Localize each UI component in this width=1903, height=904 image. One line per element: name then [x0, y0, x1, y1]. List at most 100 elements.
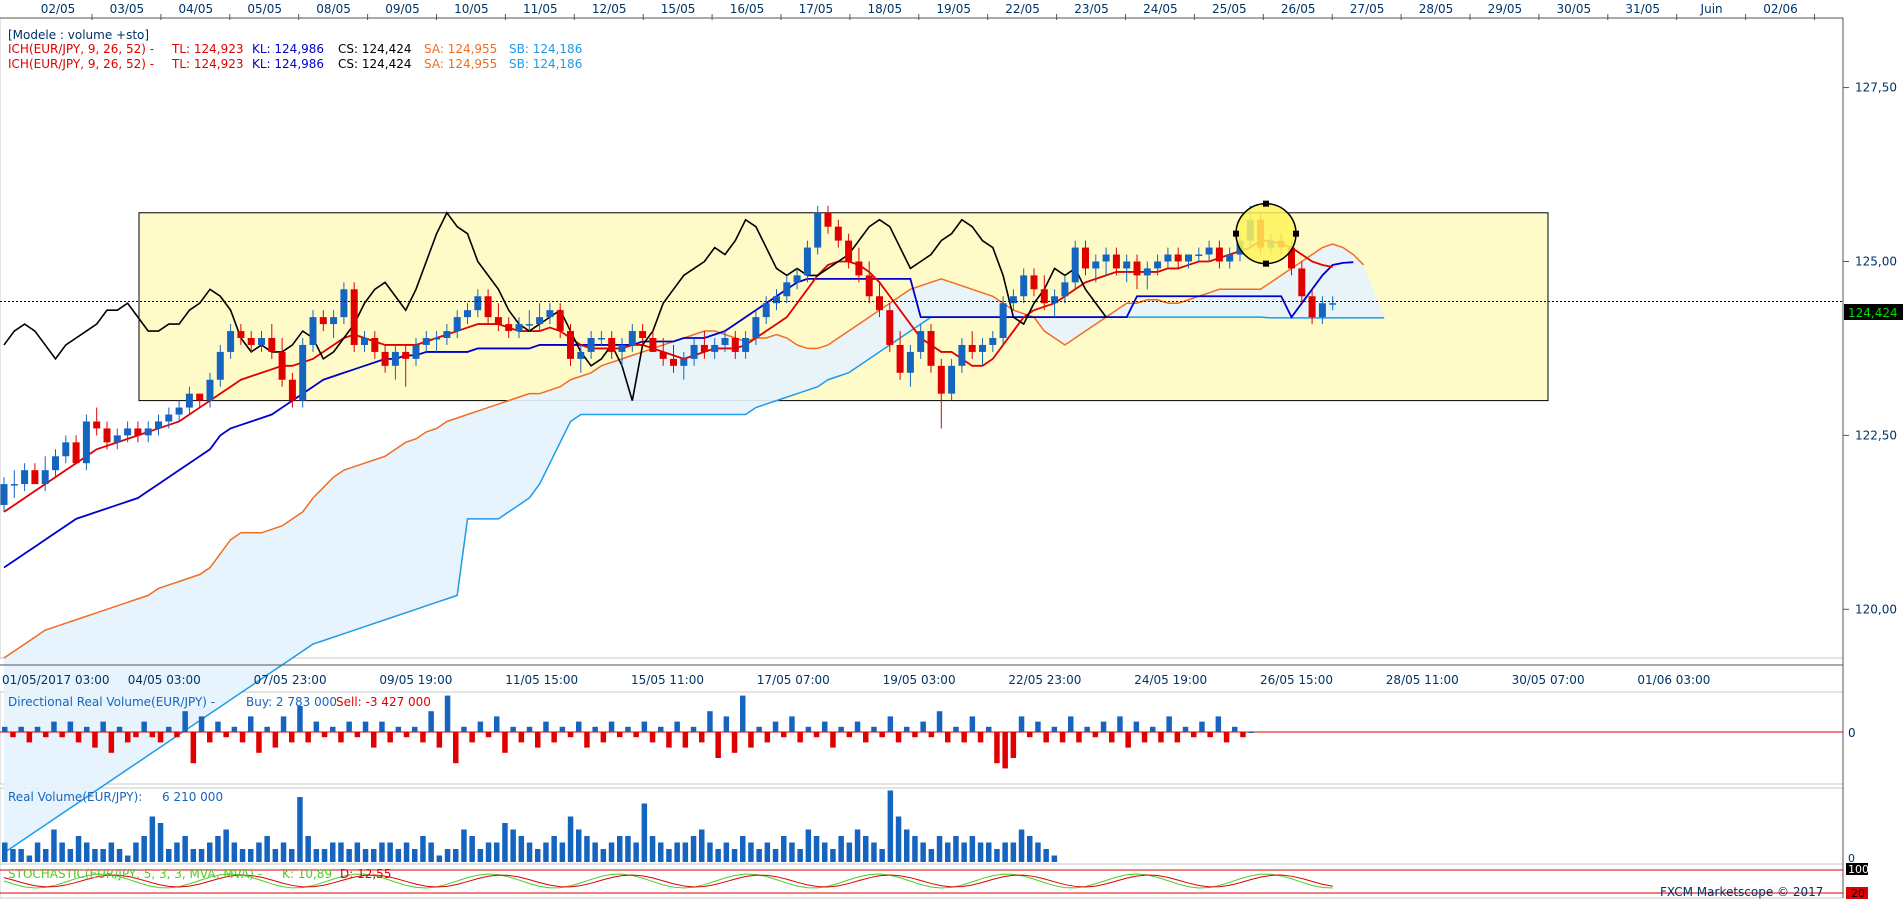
drv-bar — [371, 732, 377, 748]
drv-bar — [666, 732, 672, 748]
drv-bar — [1117, 716, 1123, 732]
drv-bar — [1223, 732, 1230, 743]
rv-bar — [953, 836, 959, 862]
rv-bar — [723, 842, 730, 862]
rv-bar — [781, 836, 787, 862]
rv-bar — [387, 842, 393, 862]
rv-bar — [354, 842, 361, 862]
drv-bar — [1240, 732, 1246, 738]
drv-bar — [182, 711, 188, 732]
rv-bar — [772, 849, 779, 862]
candle-body — [391, 351, 399, 366]
rv-bar — [879, 849, 885, 862]
rv-bar — [854, 829, 861, 862]
rv-bar — [715, 849, 721, 862]
rv-bar — [682, 842, 689, 862]
drv-bar — [535, 732, 541, 748]
bottom-axis-label: 17/05 07:00 — [757, 673, 830, 687]
drv-bar — [223, 732, 229, 738]
drv-bar — [305, 732, 311, 743]
drv-bar — [215, 721, 221, 732]
rv-bar — [666, 849, 672, 862]
candle-body — [62, 442, 70, 457]
rv-bar — [100, 849, 106, 862]
drv-bar — [485, 732, 492, 738]
candle-body — [216, 351, 224, 380]
candle-body — [834, 226, 842, 241]
rv-bar — [494, 842, 500, 862]
tenkan-sen-line — [3, 239, 1333, 513]
candle-body — [288, 379, 296, 401]
candle-body — [464, 310, 471, 318]
rv-bar — [895, 816, 902, 862]
candle-body — [1061, 282, 1069, 297]
drv-bar — [469, 732, 475, 743]
candle-body — [1020, 275, 1028, 297]
drv-bar — [92, 732, 98, 748]
rv-bar — [813, 836, 820, 862]
candle-body — [1195, 254, 1203, 257]
drv-bar — [797, 732, 803, 743]
drv-bar — [1010, 732, 1017, 758]
rv-bar — [256, 842, 262, 862]
candle-body — [659, 351, 667, 359]
drv-bar — [1051, 726, 1058, 732]
candle-body — [937, 365, 945, 394]
kijun-sen-line — [3, 261, 1354, 569]
rv-bar — [18, 849, 24, 862]
ich-sa: SA: 124,955 — [424, 42, 497, 56]
model-label: [Modele : volume +sto] — [8, 28, 149, 42]
candle-body — [979, 344, 986, 352]
drv-bar — [658, 726, 664, 732]
drv-bar — [576, 721, 582, 732]
candle-body — [402, 351, 410, 359]
drv-bar — [231, 726, 238, 732]
drv-bar — [362, 721, 369, 732]
drv-bar — [174, 732, 180, 738]
drv-zero-label: 0 — [1848, 726, 1856, 740]
drv-bar — [1043, 732, 1049, 743]
bottom-axis-label: 11/05 15:00 — [505, 673, 578, 687]
drv-bar — [723, 716, 730, 732]
top-axis-label: 29/05 — [1488, 2, 1523, 16]
candle-body — [773, 296, 780, 304]
real-volume-layer — [2, 790, 1058, 862]
rv-bar — [977, 842, 984, 862]
rv-bar — [584, 836, 590, 862]
top-axis-label: Juin — [1700, 2, 1723, 16]
candle-body — [247, 338, 255, 345]
rv-bar — [453, 849, 459, 862]
bottom-axis-label: 24/05 19:00 — [1134, 673, 1207, 687]
top-axis-label: 30/05 — [1557, 2, 1592, 16]
candle-body — [52, 456, 59, 471]
drv-bar — [789, 716, 795, 732]
ich-sb: SB: 124,186 — [509, 42, 582, 56]
drv-bar — [707, 711, 713, 732]
rv-bar — [559, 842, 566, 862]
rv-bar — [699, 829, 705, 862]
rv-bar — [838, 836, 844, 862]
price-axis-label: 122,50 — [1855, 428, 1897, 442]
drv-bar — [387, 732, 393, 743]
stoch-upper-label: 100 — [1848, 863, 1869, 876]
top-axis-label: 16/05 — [730, 2, 765, 16]
top-axis-label: 08/05 — [316, 2, 351, 16]
rv-title-label: Real Volume(EUR/JPY): — [8, 790, 142, 804]
rv-bar — [551, 836, 557, 862]
drv-bar — [682, 732, 689, 748]
drv-bar — [945, 732, 951, 743]
drv-bar — [403, 732, 410, 738]
rv-bar — [280, 842, 287, 862]
drv-bar — [822, 721, 828, 732]
drv-bar — [1092, 732, 1099, 738]
drv-bar — [1027, 732, 1033, 738]
chikou-span-line — [3, 211, 1107, 401]
candle-body — [422, 338, 430, 345]
candle-body — [793, 275, 801, 283]
drv-bar — [338, 732, 344, 743]
candle-body — [165, 414, 173, 422]
candle-body — [567, 331, 574, 359]
drv-bar — [453, 732, 459, 764]
